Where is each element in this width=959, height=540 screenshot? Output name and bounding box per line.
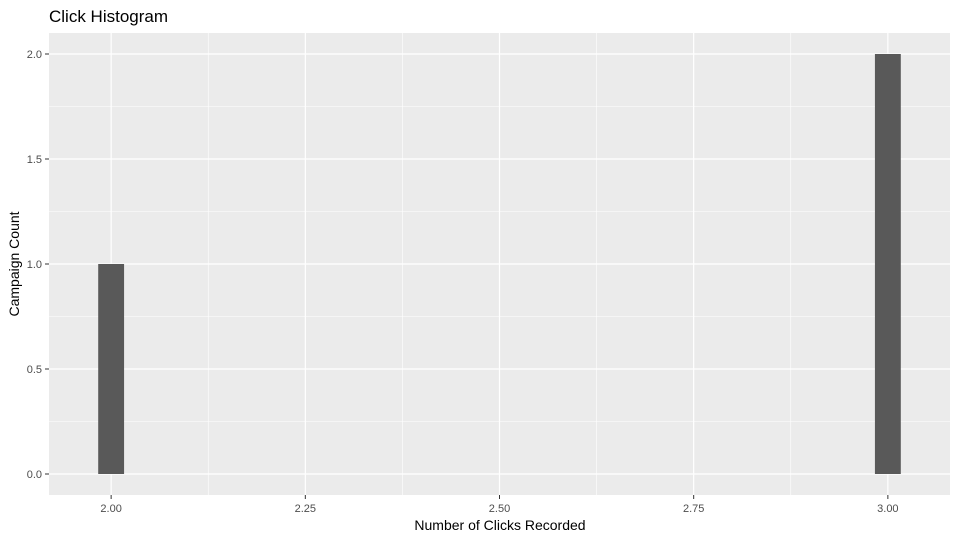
- x-tick-label: 2.75: [683, 503, 704, 515]
- y-tick-label: 2.0: [27, 49, 42, 61]
- y-tick-label: 0.5: [27, 364, 42, 376]
- grid-major: [49, 33, 950, 495]
- axis-ticks: [45, 53, 889, 499]
- x-tick-label: 3.00: [877, 503, 898, 515]
- histogram-bar: [874, 54, 901, 474]
- y-tick-label: 1.5: [27, 154, 42, 166]
- chart-title: Click Histogram: [49, 7, 168, 26]
- x-tick-label: 2.00: [100, 503, 121, 515]
- histogram-bar: [98, 264, 125, 474]
- x-tick-labels: 2.00 2.25 2.50 2.75 3.00: [100, 503, 898, 515]
- y-axis-title: Campaign Count: [6, 211, 22, 316]
- x-tick-label: 2.50: [489, 503, 510, 515]
- x-axis-title: Number of Clicks Recorded: [414, 517, 585, 533]
- y-tick-label: 0.0: [27, 469, 42, 481]
- bars: [98, 54, 901, 474]
- y-tick-labels: 0.0 0.5 1.0 1.5 2.0: [27, 49, 42, 481]
- y-tick-label: 1.0: [27, 259, 42, 271]
- x-tick-label: 2.25: [295, 503, 316, 515]
